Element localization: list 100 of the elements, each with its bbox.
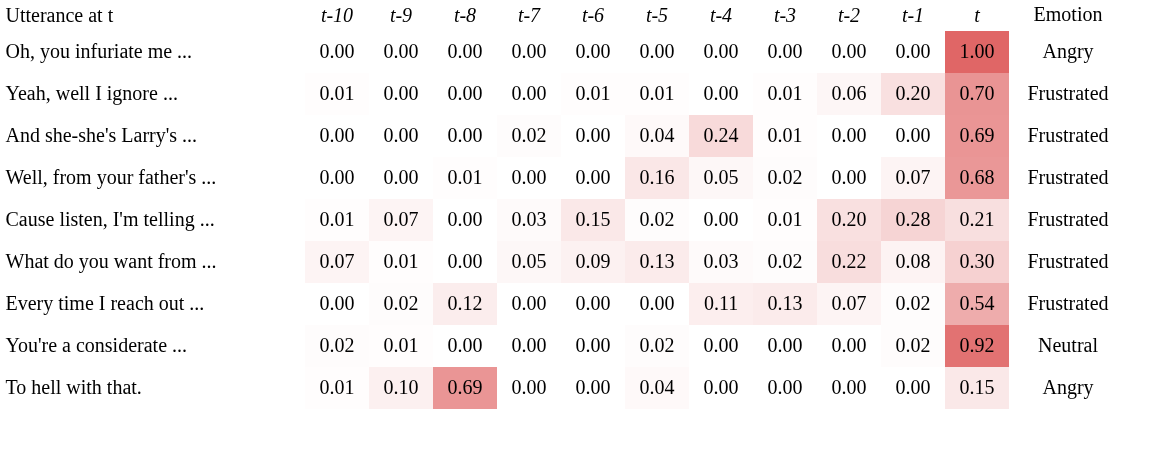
data-label: 0.00 — [575, 124, 611, 146]
data-label: 0.00 — [831, 376, 867, 398]
x-tick-label: t-7 — [517, 3, 542, 26]
data-label: 0.00 — [703, 376, 739, 398]
data-label: 0.03 — [703, 250, 739, 272]
data-label: 0.69 — [447, 376, 483, 398]
data-label: 0.00 — [447, 250, 483, 272]
data-label: 0.22 — [831, 250, 867, 272]
data-label: 0.00 — [703, 82, 739, 104]
data-label: 0.00 — [895, 376, 931, 398]
data-label: 0.00 — [447, 40, 483, 62]
data-label: 0.02 — [511, 124, 547, 146]
data-label: 0.00 — [383, 82, 419, 104]
data-label: 0.00 — [831, 334, 867, 356]
data-label: 0.54 — [959, 292, 995, 314]
data-label: 0.05 — [703, 166, 739, 188]
data-label: 0.00 — [447, 208, 483, 230]
data-label: 0.02 — [319, 334, 355, 356]
data-label: 0.00 — [575, 40, 611, 62]
data-label: 0.00 — [703, 334, 739, 356]
y-tick-label: Every time I reach out ... — [5, 292, 205, 315]
data-label: 0.00 — [895, 124, 931, 146]
x-tick-label: t-6 — [581, 3, 605, 26]
data-label: 0.01 — [319, 208, 355, 230]
x-tick-label: t-4 — [709, 3, 733, 26]
data-label: 0.00 — [767, 40, 803, 62]
data-label: 0.21 — [959, 208, 995, 230]
y2-tick-label: Frustrated — [1027, 166, 1109, 188]
x-tick-label: t-1 — [901, 3, 925, 26]
data-label: 0.01 — [319, 82, 355, 104]
data-label: 0.04 — [639, 376, 675, 398]
data-label: 0.05 — [511, 250, 547, 272]
data-label: 0.00 — [639, 292, 675, 314]
y-tick-label: Yeah, well I ignore ... — [5, 82, 178, 105]
y2-tick-label: Frustrated — [1027, 250, 1109, 272]
data-label: 0.02 — [639, 208, 675, 230]
y-tick-label: Oh, you infuriate me ... — [5, 40, 193, 63]
y2-axis-title: Emotion — [1033, 3, 1103, 25]
data-label: 0.00 — [319, 40, 355, 62]
data-label: 0.00 — [447, 82, 483, 104]
data-label: 0.00 — [575, 166, 611, 188]
data-label: 0.02 — [767, 250, 803, 272]
y-tick-label: Well, from your father's ... — [5, 166, 217, 189]
data-label: 0.01 — [383, 250, 419, 272]
data-label: 0.00 — [703, 40, 739, 62]
data-label: 0.00 — [831, 124, 867, 146]
data-label: 0.02 — [895, 334, 931, 356]
y2-tick-label: Angry — [1042, 40, 1094, 63]
data-label: 0.00 — [575, 292, 611, 314]
data-label: 0.00 — [511, 376, 547, 398]
data-label: 0.00 — [831, 166, 867, 188]
y-tick-label: To hell with that. — [5, 376, 142, 398]
y-tick-label: Cause listen, I'm telling ... — [5, 208, 215, 231]
data-label: 0.02 — [383, 292, 419, 314]
x-tick-label: t-2 — [837, 3, 861, 26]
x-tick-label: t-9 — [389, 3, 413, 26]
data-label: 0.02 — [767, 166, 803, 188]
data-label: 0.00 — [319, 166, 355, 188]
x-tick-label: t-3 — [773, 3, 797, 26]
data-label: 0.01 — [767, 82, 803, 104]
data-label: 0.10 — [383, 376, 419, 398]
y2-tick-label: Neutral — [1038, 334, 1099, 356]
data-label: 0.01 — [767, 208, 803, 230]
data-label: 0.01 — [639, 82, 675, 104]
data-label: 0.00 — [767, 376, 803, 398]
y2-tick-label: Frustrated — [1027, 82, 1109, 104]
x-tick-label: t-8 — [453, 3, 477, 26]
y2-tick-label: Frustrated — [1027, 208, 1109, 230]
data-label: 0.07 — [831, 292, 867, 314]
x-tick-label: t-10 — [320, 3, 354, 26]
data-label: 0.00 — [383, 40, 419, 62]
data-label: 0.00 — [639, 40, 675, 62]
data-label: 0.00 — [895, 40, 931, 62]
data-label: 0.70 — [959, 82, 995, 104]
y2-tick-label: Frustrated — [1027, 124, 1109, 146]
data-label: 0.00 — [511, 40, 547, 62]
data-label: 0.00 — [703, 208, 739, 230]
data-label: 0.01 — [447, 166, 483, 188]
data-label: 0.09 — [575, 250, 611, 272]
data-label: 0.03 — [511, 208, 547, 230]
data-label: 0.00 — [511, 82, 547, 104]
y-tick-label: And she-she's Larry's ... — [5, 124, 198, 147]
data-label: 0.08 — [895, 250, 931, 272]
y2-tick-label: Angry — [1042, 376, 1094, 399]
x-tick-label: t — [974, 3, 981, 26]
data-label: 0.00 — [383, 124, 419, 146]
data-label: 0.00 — [511, 166, 547, 188]
y-axis-title: Utterance at t — [5, 3, 114, 26]
data-label: 0.00 — [319, 124, 355, 146]
data-label: 0.16 — [639, 166, 675, 188]
data-label: 0.13 — [639, 250, 675, 272]
x-tick-label: t-5 — [645, 3, 669, 26]
data-label: 0.69 — [959, 124, 995, 146]
data-label: 0.20 — [895, 82, 931, 104]
data-label: 0.00 — [447, 334, 483, 356]
data-label: 0.00 — [447, 124, 483, 146]
data-label: 0.07 — [383, 208, 419, 230]
data-label: 0.30 — [959, 250, 995, 272]
data-label: 0.00 — [319, 292, 355, 314]
data-label: 0.11 — [703, 292, 739, 314]
